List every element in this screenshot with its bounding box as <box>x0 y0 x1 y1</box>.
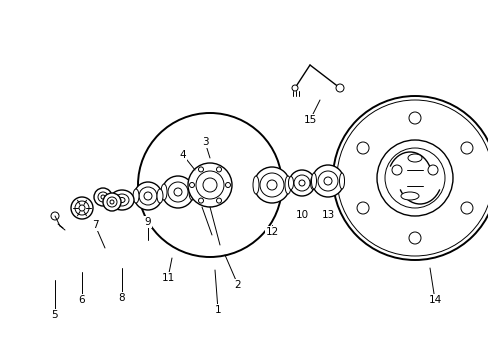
Circle shape <box>260 173 284 197</box>
Circle shape <box>336 100 488 256</box>
Circle shape <box>298 180 305 186</box>
Text: 2: 2 <box>234 280 241 290</box>
Text: 8: 8 <box>119 293 125 303</box>
Text: 14: 14 <box>427 295 441 305</box>
Text: 5: 5 <box>52 310 58 320</box>
Ellipse shape <box>119 198 125 202</box>
Circle shape <box>408 112 420 124</box>
Circle shape <box>162 176 194 208</box>
Circle shape <box>384 148 444 208</box>
Text: 3: 3 <box>201 137 208 147</box>
Circle shape <box>110 200 114 204</box>
Circle shape <box>216 198 221 203</box>
Circle shape <box>143 192 152 200</box>
Circle shape <box>94 188 112 206</box>
Circle shape <box>198 198 203 203</box>
Circle shape <box>75 201 89 215</box>
Circle shape <box>174 149 245 221</box>
Circle shape <box>266 180 276 190</box>
Text: 11: 11 <box>161 273 174 283</box>
Circle shape <box>391 165 401 175</box>
Text: 9: 9 <box>144 217 151 227</box>
Circle shape <box>101 195 105 199</box>
Circle shape <box>356 202 368 214</box>
Circle shape <box>198 167 203 172</box>
Circle shape <box>98 192 108 202</box>
Circle shape <box>332 96 488 260</box>
Circle shape <box>107 197 117 207</box>
Ellipse shape <box>311 173 316 189</box>
Circle shape <box>51 212 59 220</box>
Text: 10: 10 <box>295 210 308 220</box>
Ellipse shape <box>161 184 167 200</box>
Circle shape <box>158 133 262 237</box>
Circle shape <box>408 232 420 244</box>
Circle shape <box>460 142 472 154</box>
Circle shape <box>174 188 182 196</box>
Ellipse shape <box>400 192 418 200</box>
Text: 13: 13 <box>321 210 334 220</box>
Ellipse shape <box>252 176 259 194</box>
Ellipse shape <box>157 189 163 203</box>
Text: 12: 12 <box>265 227 278 237</box>
Ellipse shape <box>110 190 134 210</box>
Circle shape <box>189 183 194 188</box>
Circle shape <box>356 142 368 154</box>
Ellipse shape <box>189 184 195 200</box>
Circle shape <box>253 167 289 203</box>
Circle shape <box>203 178 217 192</box>
Circle shape <box>216 167 221 172</box>
Ellipse shape <box>288 176 293 189</box>
Circle shape <box>376 140 452 216</box>
Ellipse shape <box>407 154 421 162</box>
Circle shape <box>103 193 121 211</box>
Circle shape <box>288 170 314 196</box>
Circle shape <box>168 182 187 202</box>
Circle shape <box>335 84 343 92</box>
Circle shape <box>71 197 93 219</box>
Circle shape <box>187 163 231 207</box>
Text: 7: 7 <box>92 220 98 230</box>
Circle shape <box>324 177 331 185</box>
Ellipse shape <box>310 176 315 189</box>
Circle shape <box>138 113 282 257</box>
Circle shape <box>143 119 275 251</box>
Circle shape <box>139 187 157 205</box>
Text: 4: 4 <box>179 150 186 160</box>
Circle shape <box>225 183 230 188</box>
Ellipse shape <box>115 194 129 206</box>
Circle shape <box>79 205 85 211</box>
Circle shape <box>151 126 268 244</box>
Circle shape <box>460 202 472 214</box>
Circle shape <box>165 141 253 229</box>
Circle shape <box>134 182 162 210</box>
Circle shape <box>293 175 309 191</box>
Ellipse shape <box>285 176 290 194</box>
Ellipse shape <box>133 189 139 203</box>
Ellipse shape <box>339 173 344 189</box>
Text: 1: 1 <box>214 305 221 315</box>
Circle shape <box>291 85 297 91</box>
Circle shape <box>196 171 224 199</box>
Circle shape <box>311 165 343 197</box>
Circle shape <box>427 165 437 175</box>
Text: 6: 6 <box>79 295 85 305</box>
Text: 15: 15 <box>303 115 316 125</box>
Circle shape <box>317 171 337 191</box>
